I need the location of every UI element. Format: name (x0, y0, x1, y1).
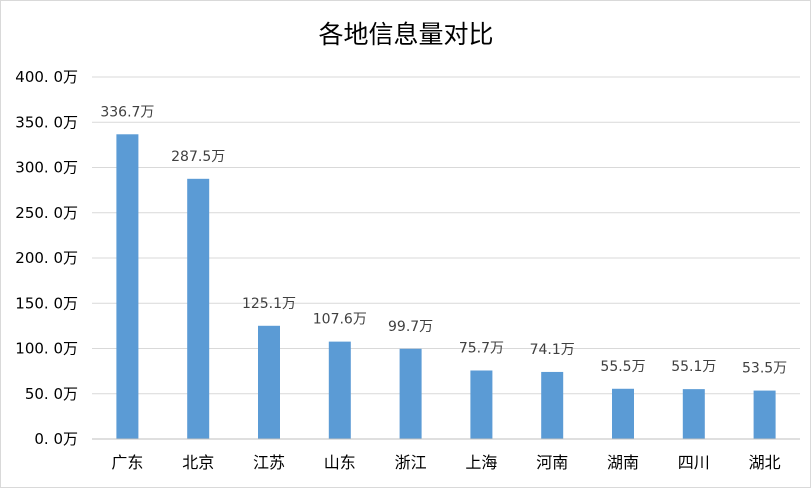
category-label: 广东 (111, 453, 143, 472)
category-label: 湖北 (749, 453, 781, 472)
data-label: 336.7万 (100, 104, 154, 120)
bar (399, 348, 422, 439)
data-label: 55.5万 (600, 359, 645, 375)
y-tick-label: 0. 0万 (34, 430, 78, 448)
data-label: 125.1万 (242, 296, 296, 312)
gridlines (92, 76, 800, 395)
category-label: 湖南 (607, 453, 639, 472)
bar (612, 388, 634, 439)
data-label: 75.7万 (459, 340, 504, 356)
chart-title: 各地信息量对比 (318, 20, 493, 49)
category-label: 浙江 (395, 453, 427, 472)
bars (116, 134, 776, 439)
y-tick-label: 300. 0万 (15, 159, 78, 177)
category-label: 上海 (465, 453, 497, 472)
data-label: 53.5万 (742, 361, 787, 377)
category-label: 河南 (536, 453, 568, 472)
category-label: 四川 (678, 453, 710, 472)
category-label: 北京 (182, 453, 214, 472)
y-tick-label: 400. 0万 (15, 68, 78, 86)
data-label: 107.6万 (313, 312, 367, 328)
data-labels: 336.7万 287.5万 125.1万 107.6万 99.7万 75.7万 74.1万 5… (100, 104, 787, 376)
bar (187, 178, 210, 439)
data-label: 99.7万 (388, 319, 433, 335)
y-tick-label: 50. 0万 (25, 385, 78, 403)
data-label: 287.5万 (171, 149, 225, 165)
y-axis-tick-labels: 0. 0万 50. 0万 100. 0万 150. 0万 200. 0万 250. 0万 3… (15, 68, 78, 448)
category-label: 江苏 (253, 453, 285, 472)
bar (470, 370, 493, 439)
y-tick-label: 350. 0万 (15, 113, 78, 131)
data-label: 55.1万 (671, 359, 716, 375)
bar (682, 389, 705, 439)
y-tick-label: 200. 0万 (15, 249, 78, 267)
bar (258, 325, 280, 439)
bar (541, 371, 564, 439)
data-label: 74.1万 (530, 342, 575, 358)
bar (116, 134, 139, 439)
y-tick-label: 100. 0万 (15, 340, 78, 358)
y-tick-label: 250. 0万 (15, 204, 78, 222)
x-axis-category-labels: 广东 北京 江苏 山东 浙江 上海 河南 湖南 四川 湖北 (111, 453, 780, 472)
bar (753, 390, 776, 439)
bar (328, 341, 351, 439)
y-tick-label: 150. 0万 (15, 294, 78, 312)
category-label: 山东 (324, 453, 356, 472)
